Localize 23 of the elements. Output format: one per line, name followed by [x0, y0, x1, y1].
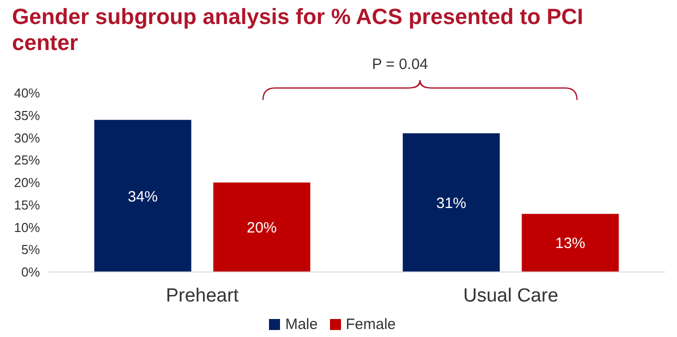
x-tick-label: Usual Care	[463, 285, 558, 306]
y-tick-label: 0%	[21, 264, 40, 280]
data-label: 13%	[555, 235, 586, 252]
bar	[402, 133, 500, 272]
chart-title: Gender subgroup analysis for % ACS presented to PCI center	[12, 4, 584, 56]
text: P = 0.04	[370, 56, 430, 73]
bar	[213, 182, 310, 272]
y-tick-label: 30%	[14, 130, 40, 146]
legend-label: Female	[346, 316, 396, 333]
y-tick-label: 25%	[14, 152, 40, 168]
y-tick-label: 40%	[14, 86, 40, 101]
y-tick-label: 35%	[14, 108, 40, 123]
y-tick-label: 5%	[21, 242, 40, 258]
x-tick-label: Preheart	[166, 285, 240, 306]
y-tick-label: 10%	[14, 220, 40, 235]
y-tick-label: 15%	[14, 197, 40, 212]
data-label: 31%	[436, 194, 466, 212]
bar	[94, 120, 192, 272]
data-label: 20%	[246, 220, 277, 237]
y-tick-label: 20%	[14, 175, 40, 190]
legend-label: Male	[285, 316, 318, 333]
data-label: 34%	[128, 188, 158, 206]
bar	[522, 214, 619, 272]
